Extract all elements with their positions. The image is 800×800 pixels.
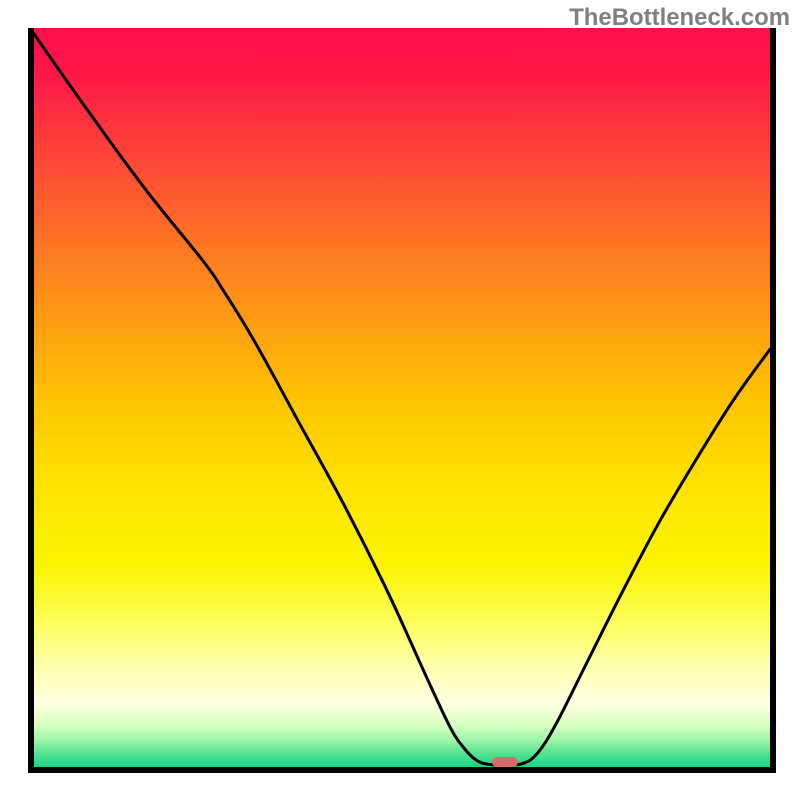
curve-path <box>34 34 770 765</box>
bottleneck-curve <box>28 28 776 773</box>
plot-border-right <box>770 28 776 773</box>
chart-container: TheBottleneck.com <box>0 0 800 800</box>
plot-border-bottom <box>28 767 776 773</box>
plot-border-left <box>28 28 34 773</box>
plot-area <box>28 28 776 773</box>
watermark-text: TheBottleneck.com <box>569 4 790 32</box>
minimum-marker <box>492 757 518 767</box>
